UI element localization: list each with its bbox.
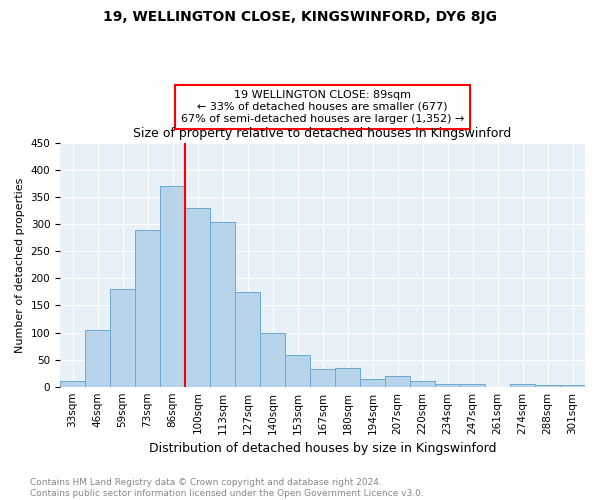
Bar (135, 230, 160, 386)
Bar (535, 385, 560, 386)
Bar (260, 332, 285, 386)
Bar (60, 382, 85, 386)
Bar (160, 186, 185, 386)
Bar (310, 369, 335, 386)
Bar (410, 382, 435, 386)
X-axis label: Distribution of detached houses by size in Kingswinford: Distribution of detached houses by size … (149, 442, 496, 455)
Text: 19, WELLINGTON CLOSE, KINGSWINFORD, DY6 8JG: 19, WELLINGTON CLOSE, KINGSWINFORD, DY6 … (103, 10, 497, 24)
Text: 19 WELLINGTON CLOSE: 89sqm
← 33% of detached houses are smaller (677)
67% of sem: 19 WELLINGTON CLOSE: 89sqm ← 33% of deta… (181, 90, 464, 124)
Bar (560, 384, 585, 386)
Bar (435, 384, 460, 386)
Bar (235, 292, 260, 386)
Text: Contains HM Land Registry data © Crown copyright and database right 2024.
Contai: Contains HM Land Registry data © Crown c… (30, 478, 424, 498)
Bar (285, 356, 310, 386)
Bar (210, 222, 235, 386)
Bar (460, 384, 485, 386)
Bar (85, 330, 110, 386)
Bar (360, 378, 385, 386)
Bar (510, 384, 535, 386)
Bar (110, 289, 135, 386)
Bar (185, 208, 210, 386)
Bar (385, 376, 410, 386)
Bar (335, 368, 360, 386)
Title: Size of property relative to detached houses in Kingswinford: Size of property relative to detached ho… (133, 128, 512, 140)
Y-axis label: Number of detached properties: Number of detached properties (15, 177, 25, 352)
